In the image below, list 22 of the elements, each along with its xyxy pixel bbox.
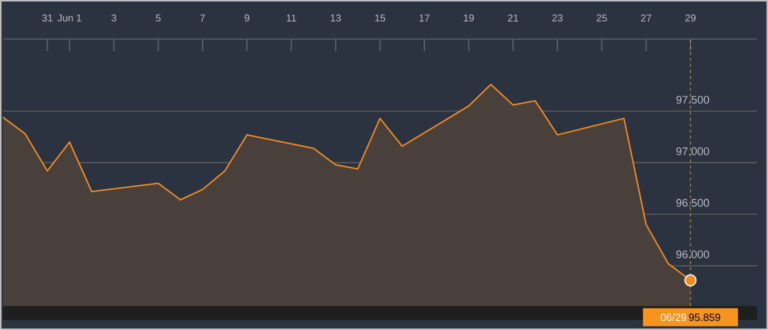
x-tick-label: 7: [200, 14, 205, 22]
x-tick-label: 13: [330, 14, 341, 22]
x-tick-label: 17: [420, 14, 430, 22]
y-tick-label: 96.000: [676, 250, 710, 258]
x-tick-label: 23: [552, 14, 563, 22]
x-tick-label: 25: [596, 14, 607, 22]
x-tick-label: 31: [42, 14, 52, 22]
x-tick-label: 3: [111, 14, 116, 22]
x-tick-label: 29: [685, 14, 696, 22]
text: 95.859: [689, 314, 720, 322]
x-tick-label: 21: [508, 14, 518, 22]
y-tick-label: 96.500: [676, 198, 710, 207]
x-tick-label: 9: [244, 14, 250, 22]
x-tick-label: 5: [156, 14, 161, 22]
x-tick-label: 19: [464, 14, 474, 22]
y-tick-label: 97.000: [676, 147, 710, 156]
x-tick-label: 11: [286, 14, 296, 22]
x-tick-label: 27: [641, 14, 652, 22]
x-tick-label: Jun 1: [57, 14, 82, 22]
text: 06/29: [660, 313, 686, 322]
x-tick-label: 15: [375, 14, 386, 22]
y-tick-label: 97.500: [676, 96, 710, 104]
